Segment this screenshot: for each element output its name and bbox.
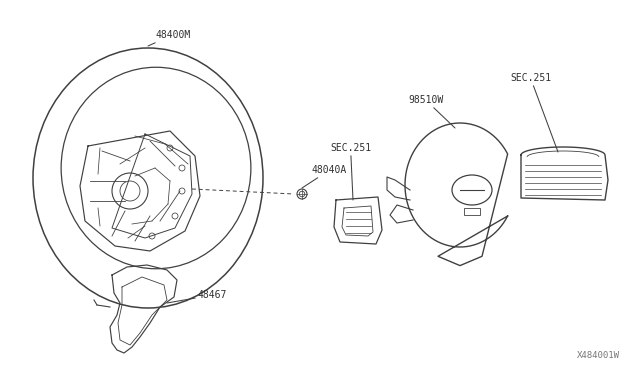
Text: 98510W: 98510W <box>408 95 455 128</box>
Text: 48467: 48467 <box>167 290 227 303</box>
Text: 48400M: 48400M <box>148 30 190 46</box>
Text: X484001W: X484001W <box>577 351 620 360</box>
Bar <box>464 208 480 215</box>
Text: SEC.251: SEC.251 <box>330 143 371 200</box>
Text: SEC.251: SEC.251 <box>510 73 558 152</box>
Text: 48040A: 48040A <box>302 165 348 188</box>
